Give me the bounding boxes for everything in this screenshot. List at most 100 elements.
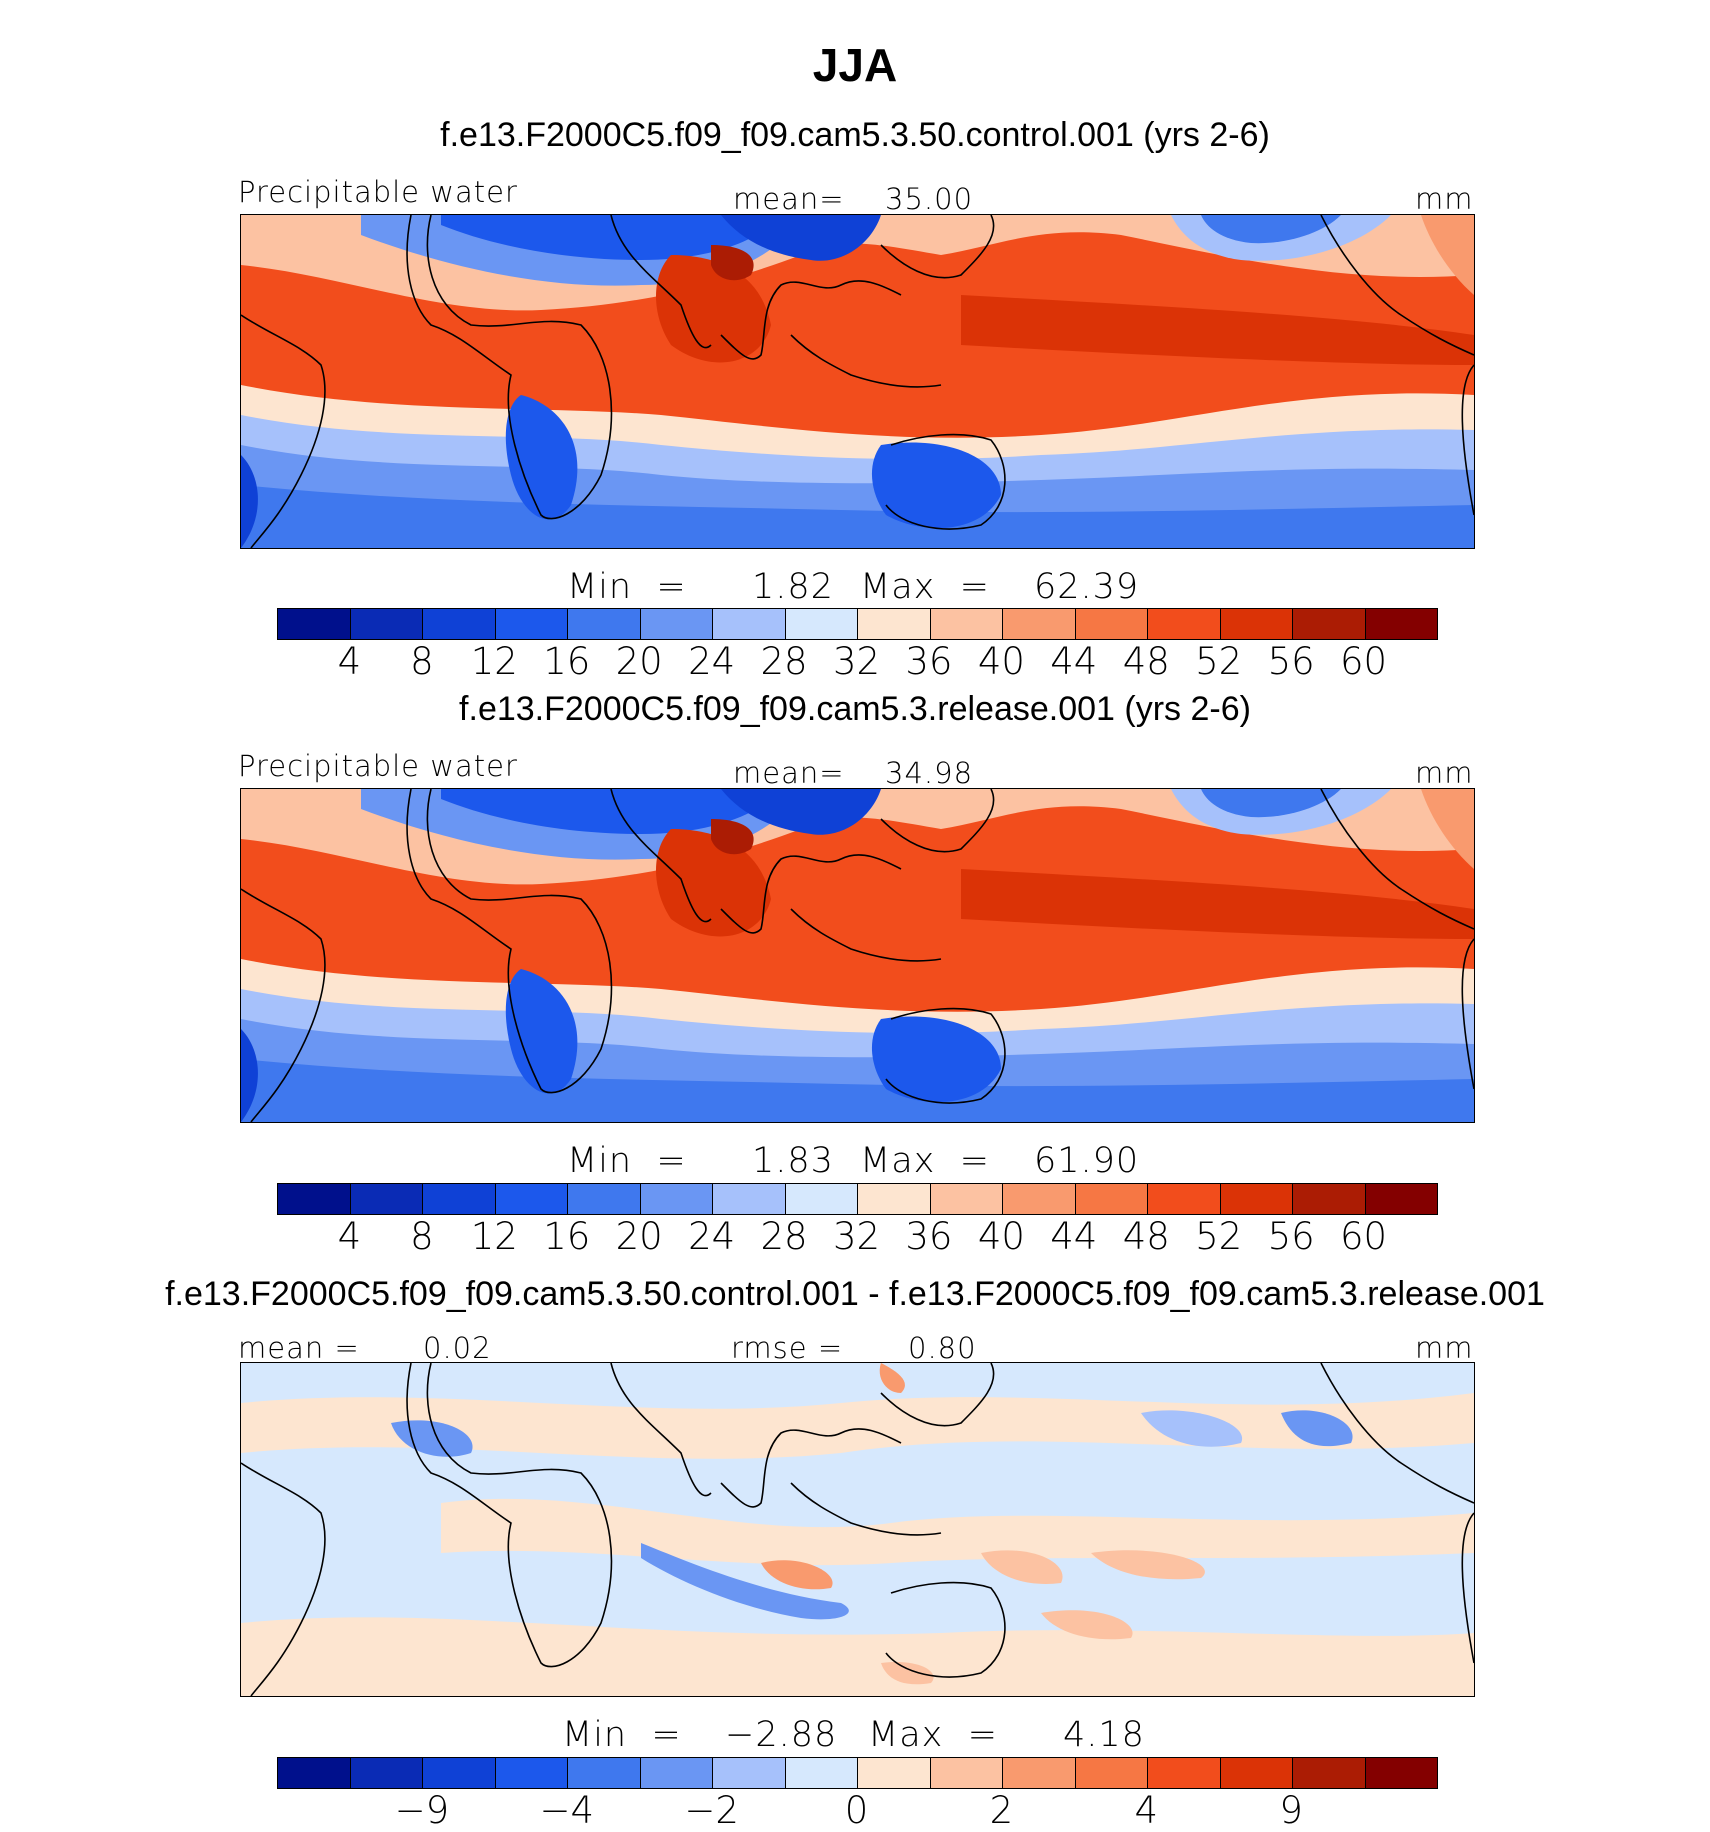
colorbar-tick-label: 52 [1195,1215,1243,1258]
colorbar-box [640,609,713,639]
colorbar-tick-label: 8 [410,1215,434,1258]
panel3-case-title: f.e13.F2000C5.f09_f09.cam5.3.50.control.… [165,1275,1545,1313]
colorbar-tick-label: 48 [1122,640,1170,683]
colorbar-box [713,609,786,639]
panel3-max-label: Max = [868,1715,998,1755]
colorbar-tick-label: 16 [543,1215,591,1258]
colorbar-box [1148,1758,1221,1788]
figure-title: JJA [812,39,898,91]
panel1-mean-label: mean= [733,182,845,216]
colorbar-tick-label: 44 [1050,640,1098,683]
colorbar-box [1075,609,1148,639]
colorbar-box [495,609,568,639]
colorbar-box [785,1758,858,1788]
colorbar-box [640,1184,713,1214]
panel3-colorbar [277,1757,1438,1789]
colorbar-box [1220,1184,1293,1214]
colorbar-box [858,1184,931,1214]
panel2-min-label: Min = [567,1141,687,1181]
colorbar-tick-label: 12 [470,640,518,683]
colorbar-tick-label: 36 [905,640,953,683]
colorbar-box [1365,1758,1437,1788]
colorbar-box [278,1758,351,1788]
panel2-max-value: 61.90 [1034,1141,1140,1181]
colorbar-box [1003,1184,1076,1214]
colorbar-tick-label: 4 [337,640,362,683]
colorbar-box [1148,1184,1221,1214]
colorbar-tick-label: −9 [394,1789,450,1832]
panel3-rmse-value: 0.80 [908,1331,977,1365]
colorbar-box [278,609,351,639]
colorbar-box [1293,1184,1366,1214]
colorbar-box [350,1758,423,1788]
colorbar-tick-label: −4 [539,1789,595,1832]
colorbar-tick-label: 20 [615,640,663,683]
panel2-variable-label: Precipitable water [238,749,518,783]
colorbar-tick-label: 44 [1050,1215,1098,1258]
colorbar-tick-label: 28 [760,640,808,683]
colorbar-tick-label: 20 [615,1215,663,1258]
colorbar-tick-label: 40 [977,1215,1025,1258]
colorbar-box [1293,1758,1366,1788]
panel1-max-value: 62.39 [1034,567,1140,607]
colorbar-tick-label: 4 [1134,1789,1159,1832]
panel3-map-field [241,1363,1474,1696]
panel3-max-value: 4.18 [1063,1715,1145,1755]
panel2-map [240,788,1475,1123]
colorbar-box [495,1758,568,1788]
colorbar-box [278,1184,351,1214]
panel2-max-label: Max = [860,1141,990,1181]
colorbar-box [350,1184,423,1214]
panel2-colorbar [277,1183,1438,1215]
colorbar-box [350,609,423,639]
colorbar-tick-label: 4 [337,1215,362,1258]
colorbar-box [640,1758,713,1788]
panel2-map-field [241,789,1474,1122]
panel1-min-value: 1.82 [752,567,834,607]
panel3-units: mm [1415,1331,1474,1365]
colorbar-tick-label: 8 [410,640,434,683]
colorbar-tick-label: 0 [844,1789,869,1832]
colorbar-box [423,1184,496,1214]
colorbar-tick-label: 32 [832,1215,881,1258]
panel3-min-label: Min = [562,1715,682,1755]
colorbar-box [785,1184,858,1214]
colorbar-box [495,1184,568,1214]
colorbar-tick-label: 36 [905,1215,953,1258]
colorbar-tick-label: 24 [688,1215,736,1258]
panel3-mean-value: 0.02 [423,1331,492,1365]
colorbar-box [568,1758,641,1788]
panel3-map [240,1362,1475,1697]
colorbar-box [858,609,931,639]
colorbar-box [1003,1758,1076,1788]
panel2-mean-label: mean= [733,756,845,790]
colorbar-tick-label: 48 [1122,1215,1170,1258]
panel1-case-title: f.e13.F2000C5.f09_f09.cam5.3.50.control.… [440,116,1270,154]
panel2-case-title: f.e13.F2000C5.f09_f09.cam5.3.release.001… [459,690,1251,728]
panel2-units: mm [1415,756,1474,790]
panel1-map-field [241,215,1474,548]
panel3-rmse-label: rmse = [731,1331,844,1365]
panel1-colorbar [277,608,1438,640]
colorbar-box [930,609,1003,639]
colorbar-tick-label: 24 [688,640,736,683]
colorbar-box [1075,1758,1148,1788]
colorbar-box [785,609,858,639]
colorbar-box [1220,609,1293,639]
colorbar-box [930,1758,1003,1788]
colorbar-tick-label: 9 [1279,1789,1303,1832]
colorbar-box [1365,609,1437,639]
colorbar-box [1293,609,1366,639]
colorbar-tick-label: 52 [1195,640,1243,683]
panel1-map [240,214,1475,549]
colorbar-tick-label: 40 [977,640,1025,683]
colorbar-box [1003,609,1076,639]
panel1-mean-value: 35.00 [885,182,974,216]
colorbar-box [423,609,496,639]
colorbar-tick-label: 60 [1340,640,1388,683]
colorbar-box [1365,1184,1437,1214]
colorbar-box [930,1184,1003,1214]
panel3-mean-label: mean = [238,1331,360,1365]
colorbar-box [713,1184,786,1214]
colorbar-box [1148,609,1221,639]
